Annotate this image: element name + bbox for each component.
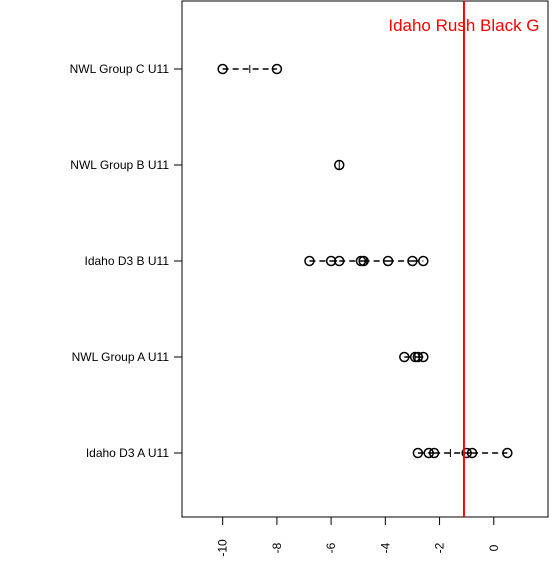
x-tick-label: -10 — [216, 539, 230, 557]
data-point — [412, 447, 424, 459]
data-point — [355, 255, 367, 267]
data-point — [461, 447, 472, 459]
x-tick-label: -2 — [433, 542, 447, 553]
y-axis: Idaho D3 A U11 NWL Group A U11 Idaho D3 B … — [70, 62, 182, 460]
data-point — [333, 255, 345, 267]
reference-line-label: Idaho Rush Black G — [388, 16, 539, 35]
data-marks — [217, 63, 513, 459]
y-tick-label: Idaho D3 B U11 — [85, 254, 170, 268]
data-point — [412, 351, 424, 363]
y-tick-label: NWL Group B U11 — [70, 158, 169, 172]
y-tick-label: NWL Group C U11 — [70, 62, 170, 76]
data-point — [409, 351, 421, 363]
x-tick-label: -6 — [324, 542, 338, 553]
data-point — [217, 63, 228, 75]
data-point — [418, 255, 429, 267]
x-axis: -10 -8 -6 -4 -2 0 — [216, 517, 501, 557]
x-tick-label: -4 — [378, 542, 392, 553]
data-point — [325, 255, 337, 267]
data-point — [423, 447, 434, 459]
x-tick-label: 0 — [487, 544, 501, 551]
y-tick-label: Idaho D3 A U11 — [86, 446, 170, 460]
data-point — [382, 255, 394, 267]
data-point — [428, 447, 440, 459]
data-point — [399, 351, 410, 363]
data-point — [418, 351, 429, 363]
data-point — [333, 159, 345, 171]
data-point — [358, 255, 369, 267]
data-point — [466, 447, 478, 459]
y-tick-label: NWL Group A U11 — [72, 350, 170, 364]
x-tick-label: -8 — [270, 542, 284, 553]
plot-frame — [181, 0, 549, 518]
data-point — [271, 63, 283, 75]
data-point — [304, 255, 315, 267]
data-point — [502, 447, 513, 459]
data-point — [407, 255, 418, 267]
